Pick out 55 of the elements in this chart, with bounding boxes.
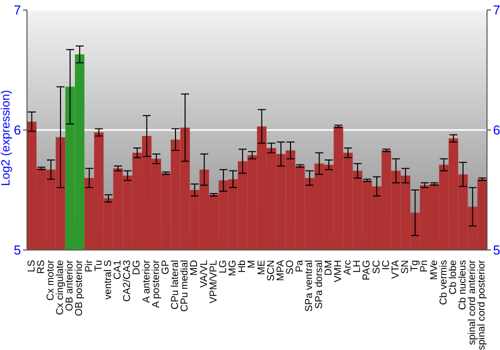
x-tick-label: SPa dorsal bbox=[314, 260, 325, 309]
x-tick-label: Cx cingulate bbox=[55, 260, 66, 316]
x-tick-label: Arc bbox=[342, 260, 354, 275]
x-tick-label: A posterior bbox=[150, 259, 162, 308]
x-tick-label: Tu bbox=[93, 260, 104, 272]
x-tick-label: ventral S bbox=[102, 260, 114, 300]
x-tick-label: SO bbox=[285, 260, 296, 274]
x-tick-label: Pn bbox=[419, 260, 430, 272]
x-tick-label: spinal cord posterior bbox=[476, 259, 488, 350]
x-tick-label: CA2/CA3 bbox=[122, 260, 134, 302]
x-tick-label: VA/VL bbox=[198, 260, 210, 288]
x-tick-label: Cb lobe bbox=[448, 260, 459, 294]
x-tick-label: SPa ventral bbox=[304, 260, 316, 312]
y-tick-label: 6 bbox=[14, 122, 21, 138]
x-tick-label: Tg bbox=[410, 260, 421, 272]
x-tick-label: MG bbox=[228, 260, 239, 276]
x-tick-label: OB anterior bbox=[64, 259, 76, 312]
x-tick-label: SC bbox=[371, 260, 382, 274]
x-tick-label: Hb bbox=[237, 260, 248, 273]
x-tick-label: RS bbox=[36, 260, 47, 274]
x-tick-label: VTA bbox=[390, 260, 402, 279]
x-tick-label: DM bbox=[323, 260, 334, 276]
x-tick-label: SN bbox=[400, 260, 412, 274]
x-tick-label: VMH bbox=[332, 260, 344, 282]
x-tick-label: SCN bbox=[266, 260, 277, 282]
x-tick-label: VPM/VPL bbox=[208, 260, 220, 304]
x-tick-label: Cb nucleus bbox=[458, 260, 469, 310]
x-tick-label: CPu medial bbox=[180, 260, 191, 312]
y2-tick-label: 6 bbox=[493, 122, 500, 138]
x-tick-label: IC bbox=[380, 260, 392, 270]
x-tick-label: Pir bbox=[84, 259, 95, 272]
y-axis-title: Log2 (expression) bbox=[0, 90, 12, 186]
x-tick-label: MVe bbox=[428, 260, 440, 280]
x-tick-label: Pa bbox=[294, 260, 306, 272]
x-tick-label: PAG bbox=[362, 260, 373, 280]
y2-tick-label: 5 bbox=[493, 242, 500, 258]
x-tick-label: Cx motor bbox=[45, 259, 56, 301]
x-tick-label: MPA bbox=[275, 260, 286, 281]
x-tick-label: LH bbox=[352, 260, 364, 273]
x-tick-label: spinal cord anterior bbox=[467, 259, 478, 346]
x-tick-label: CPu lateral bbox=[170, 260, 182, 310]
y-tick-label: 5 bbox=[14, 242, 21, 258]
x-tick-label: Cb vermis bbox=[438, 260, 450, 306]
y-tick-label: 7 bbox=[14, 2, 21, 18]
x-tick-label: LS bbox=[26, 260, 38, 272]
y2-tick-label: 7 bbox=[493, 2, 500, 18]
x-tick-label: MD bbox=[189, 260, 200, 276]
x-tick-label: OB posterior bbox=[74, 259, 86, 316]
x-tick-label: A anterior bbox=[141, 259, 152, 303]
x-tick-label: CA1 bbox=[112, 260, 124, 280]
x-tick-label: M bbox=[246, 260, 258, 268]
x-tick-label: ME bbox=[256, 260, 268, 275]
x-tick-label: GP bbox=[160, 260, 172, 274]
x-tick-label: LG bbox=[218, 260, 229, 274]
x-tick-label: DG bbox=[132, 260, 143, 275]
